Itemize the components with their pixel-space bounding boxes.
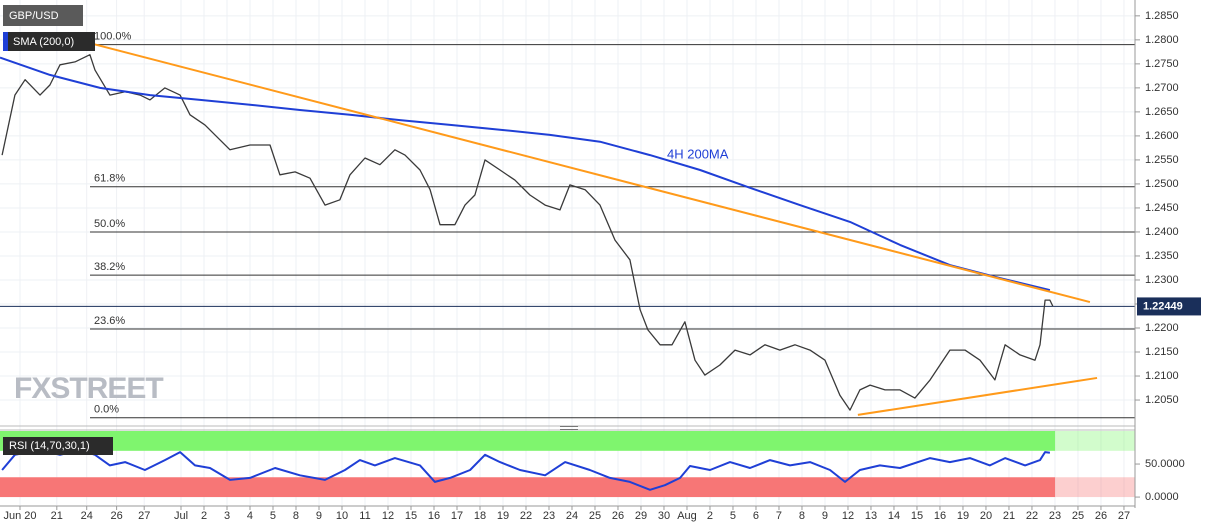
x-tick-label: 2 xyxy=(707,510,713,522)
x-tick-label: 11 xyxy=(359,510,370,522)
rsi-panel xyxy=(0,431,1135,498)
indicator-title: RSI (14,70,30,1) xyxy=(9,440,90,452)
x-tick-label: 21 xyxy=(1003,510,1015,522)
x-tick-label: 6 xyxy=(753,510,759,522)
annotation: 4H 200MA xyxy=(667,146,729,161)
y-tick-label: 1.2600 xyxy=(1145,130,1179,142)
x-tick-label: 15 xyxy=(405,510,417,522)
legend-entry: SMA (200,0) xyxy=(13,36,74,48)
level-label: 61.8% xyxy=(94,173,125,185)
x-tick-label: 20 xyxy=(980,510,992,522)
x-tick-label: 21 xyxy=(51,510,63,522)
legend-entry: GBP/USD xyxy=(9,10,59,22)
x-tick-label: 27 xyxy=(1118,510,1130,522)
x-tick-label: 12 xyxy=(842,510,854,522)
x-tick-label: Jul xyxy=(174,510,188,522)
x-tick-label: 26 xyxy=(1095,510,1107,522)
x-tick-label: 8 xyxy=(799,510,805,522)
x-tick-label: 26 xyxy=(612,510,624,522)
y-tick-label: 1.2450 xyxy=(1145,202,1179,214)
legend-box xyxy=(3,32,95,51)
last-price-tag xyxy=(1137,297,1201,316)
legend-box xyxy=(3,5,83,26)
rsi-band-tail xyxy=(1055,431,1135,451)
last-price-label: 1.22449 xyxy=(1143,300,1183,312)
x-tick-label: 24 xyxy=(81,510,93,522)
x-tick-label: 9 xyxy=(822,510,828,522)
y-tick-label: 50.0000 xyxy=(1145,458,1185,470)
y-tick-label: 1.2050 xyxy=(1145,394,1179,406)
x-tick-label: 10 xyxy=(336,510,348,522)
x-tick-label: 23 xyxy=(543,510,555,522)
y-tick-label: 1.2300 xyxy=(1145,274,1179,286)
y-tick-label: 1.2100 xyxy=(1145,370,1179,382)
y-tick-label: 1.2550 xyxy=(1145,154,1179,166)
x-tick-label: 22 xyxy=(1026,510,1038,522)
y-tick-label: 1.2400 xyxy=(1145,226,1179,238)
x-tick-label: Aug xyxy=(677,510,697,522)
x-tick-label: 7 xyxy=(776,510,782,522)
x-tick-label: 18 xyxy=(474,510,486,522)
x-tick-label: 5 xyxy=(270,510,276,522)
watermark: FXSTREET xyxy=(14,372,163,405)
x-tick-label: 16 xyxy=(428,510,440,522)
x-tick-label: 19 xyxy=(957,510,969,522)
y-tick-label: 1.2800 xyxy=(1145,34,1179,46)
x-tick-label: 13 xyxy=(865,510,877,522)
x-tick-label: Jun 20 xyxy=(3,510,36,522)
rsi-band xyxy=(0,477,1055,498)
y-tick-label: 1.2750 xyxy=(1145,58,1179,70)
y-tick-label: 1.2350 xyxy=(1145,250,1179,262)
level-label: 23.6% xyxy=(94,315,125,327)
x-tick-label: 3 xyxy=(224,510,230,522)
y-tick-label: 1.2500 xyxy=(1145,178,1179,190)
series-line xyxy=(1,54,1054,411)
x-tick-label: 29 xyxy=(635,510,647,522)
x-tick-label: 9 xyxy=(316,510,322,522)
y-tick-label: 1.2850 xyxy=(1145,10,1179,22)
x-tick-label: 25 xyxy=(589,510,601,522)
trendline xyxy=(91,42,1091,304)
x-tick-label: 26 xyxy=(110,510,122,522)
x-tick-label: 5 xyxy=(730,510,736,522)
x-tick-label: 8 xyxy=(293,510,299,522)
x-tick-label: 22 xyxy=(520,510,532,522)
x-tick-label: 2 xyxy=(201,510,207,522)
y-tick-label: 1.2700 xyxy=(1145,82,1179,94)
y-tick-label: 1.2150 xyxy=(1145,346,1179,358)
level-label: 100.0% xyxy=(94,31,132,43)
level-label: 50.0% xyxy=(94,218,125,230)
indicator-box xyxy=(3,437,113,455)
level-label: 0.0% xyxy=(94,404,119,416)
x-tick-label: 24 xyxy=(566,510,578,522)
y-tick-label: 0.0000 xyxy=(1145,491,1179,503)
series-line xyxy=(1,449,1051,491)
legend-swatch xyxy=(3,32,8,51)
x-tick-label: 17 xyxy=(451,510,463,522)
series-line xyxy=(0,56,1051,292)
x-tick-label: 25 xyxy=(1072,510,1084,522)
y-tick-label: 1.2200 xyxy=(1145,322,1179,334)
rsi-band xyxy=(0,431,1055,451)
x-tick-label: 23 xyxy=(1049,510,1061,522)
rsi-band-tail xyxy=(1055,477,1135,498)
resize-handle[interactable] xyxy=(560,426,578,430)
x-tick-label: 30 xyxy=(658,510,670,522)
trendline xyxy=(857,376,1098,416)
x-tick-label: 16 xyxy=(934,510,946,522)
x-tick-label: 4 xyxy=(247,510,253,522)
x-tick-label: 27 xyxy=(138,510,150,522)
main-panel: 100.0% 61.8% 50.0% 38.2% 23.6% 0.0% xyxy=(0,31,1135,419)
x-tick-label: 12 xyxy=(382,510,394,522)
y-tick-label: 1.2650 xyxy=(1145,106,1179,118)
x-tick-label: 15 xyxy=(911,510,923,522)
level-label: 38.2% xyxy=(94,261,125,273)
x-tick-label: 14 xyxy=(888,510,900,522)
x-tick-label: 19 xyxy=(497,510,509,522)
